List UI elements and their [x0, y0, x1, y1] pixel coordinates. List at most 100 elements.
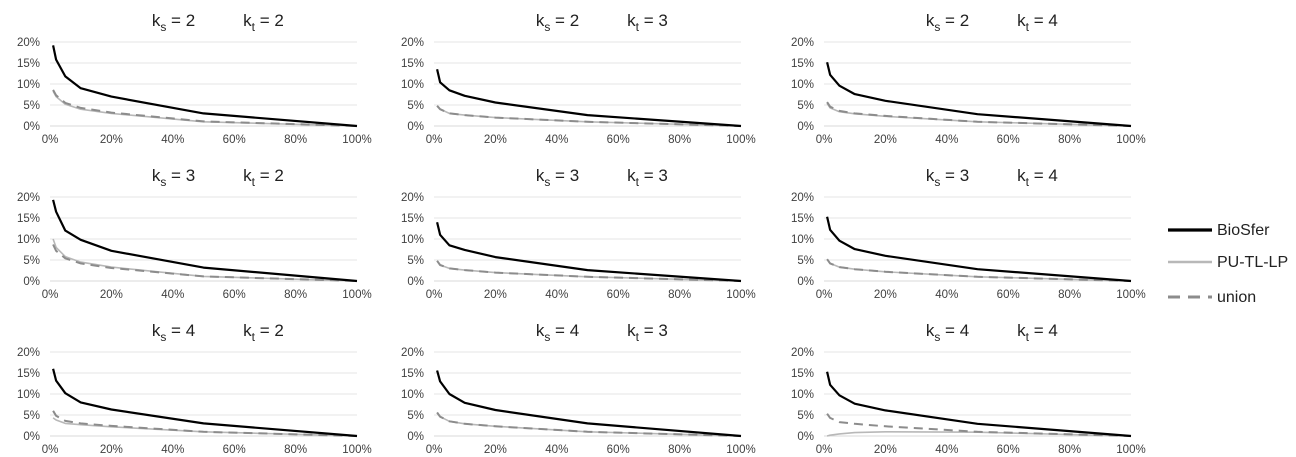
- x-tick-label: 100%: [1116, 444, 1145, 456]
- x-tick-label: 60%: [223, 444, 246, 456]
- y-tick-label: 5%: [23, 410, 40, 422]
- series-line-union: [52, 89, 358, 127]
- x-tick-label: 20%: [100, 134, 123, 146]
- panel-title-kt: kt = 2: [243, 11, 284, 34]
- x-tick-label: 60%: [223, 134, 246, 146]
- series-line-biosfer: [826, 371, 1132, 438]
- panel-title-ks: ks = 2: [152, 11, 195, 34]
- y-tick-label: 20%: [17, 347, 40, 359]
- panel-title-ks: ks = 2: [926, 11, 969, 34]
- series-line-biosfer: [436, 370, 742, 438]
- series-line-biosfer: [826, 61, 1132, 128]
- y-tick-label: 10%: [791, 79, 814, 91]
- y-tick-label: 20%: [791, 37, 814, 49]
- series-line-biosfer: [52, 368, 358, 438]
- x-tick-label: 80%: [1058, 289, 1081, 301]
- x-tick-label: 100%: [342, 134, 371, 146]
- x-tick-label: 60%: [607, 134, 630, 146]
- y-tick-label: 20%: [401, 37, 424, 49]
- x-tick-label: 60%: [607, 289, 630, 301]
- x-tick-label: 80%: [284, 134, 307, 146]
- x-tick-label: 100%: [342, 289, 371, 301]
- panel-1-1: 0% 5% 10% 15% 20% 0% 20% 40% 60% 80% 100% ks = 2 kt …: [17, 11, 372, 146]
- series-line-biosfer: [436, 221, 742, 283]
- x-tick-label: 100%: [1116, 134, 1145, 146]
- x-tick-label: 80%: [1058, 134, 1081, 146]
- x-tick-label: 80%: [284, 289, 307, 301]
- x-tick-label: 0%: [816, 134, 833, 146]
- y-tick-label: 10%: [401, 234, 424, 246]
- panel-3-2: 0% 5% 10% 15% 20% 0% 20% 40% 60% 80% 100% ks = 4 kt …: [401, 321, 756, 456]
- x-tick-label: 0%: [816, 444, 833, 456]
- panel-title-kt: kt = 2: [243, 166, 284, 189]
- x-tick-label: 40%: [935, 444, 958, 456]
- y-tick-label: 20%: [791, 192, 814, 204]
- panel-title-kt: kt = 3: [627, 166, 668, 189]
- legend-label: union: [1217, 289, 1256, 306]
- series-line-biosfer: [826, 216, 1132, 283]
- x-tick-label: 0%: [426, 289, 443, 301]
- x-tick-label: 0%: [426, 444, 443, 456]
- y-tick-label: 20%: [401, 192, 424, 204]
- x-tick-label: 100%: [342, 444, 371, 456]
- y-tick-label: 0%: [797, 431, 814, 443]
- series-line-union: [52, 244, 358, 282]
- x-tick-label: 100%: [726, 134, 755, 146]
- y-tick-label: 15%: [791, 368, 814, 380]
- x-tick-label: 80%: [668, 289, 691, 301]
- x-tick-label: 20%: [484, 289, 507, 301]
- y-tick-label: 10%: [401, 79, 424, 91]
- x-tick-label: 40%: [161, 134, 184, 146]
- panel-title-kt: kt = 2: [243, 321, 284, 344]
- y-tick-label: 15%: [401, 58, 424, 70]
- x-tick-label: 100%: [726, 289, 755, 301]
- y-tick-label: 0%: [797, 121, 814, 133]
- panel-2-1: 0% 5% 10% 15% 20% 0% 20% 40% 60% 80% 100% ks = 3 kt …: [17, 166, 372, 301]
- x-tick-label: 20%: [484, 134, 507, 146]
- x-tick-label: 80%: [668, 134, 691, 146]
- x-tick-label: 40%: [161, 444, 184, 456]
- panel-2-2: 0% 5% 10% 15% 20% 0% 20% 40% 60% 80% 100% ks = 3 kt …: [401, 166, 756, 301]
- y-tick-label: 5%: [797, 255, 814, 267]
- y-tick-label: 15%: [401, 213, 424, 225]
- y-tick-label: 0%: [407, 121, 424, 133]
- y-tick-label: 5%: [23, 100, 40, 112]
- y-tick-label: 15%: [17, 213, 40, 225]
- panel-title-kt: kt = 3: [627, 11, 668, 34]
- y-tick-label: 20%: [791, 347, 814, 359]
- panel-2-3: 0% 5% 10% 15% 20% 0% 20% 40% 60% 80% 100% ks = 3 kt …: [791, 166, 1146, 301]
- x-tick-label: 20%: [874, 289, 897, 301]
- x-tick-label: 100%: [726, 444, 755, 456]
- y-tick-label: 15%: [791, 213, 814, 225]
- x-tick-label: 40%: [935, 289, 958, 301]
- panel-title-kt: kt = 4: [1017, 321, 1058, 344]
- series-line-union: [826, 101, 1132, 127]
- legend: BioSfer PU-TL-LP union: [1168, 222, 1288, 306]
- y-tick-label: 10%: [17, 79, 40, 91]
- panel-title-ks: ks = 3: [536, 166, 579, 189]
- y-tick-label: 0%: [23, 276, 40, 288]
- x-tick-label: 60%: [997, 289, 1020, 301]
- x-tick-label: 100%: [1116, 289, 1145, 301]
- panel-3-3: 0% 5% 10% 15% 20% 0% 20% 40% 60% 80% 100% ks = 4 kt …: [791, 321, 1146, 456]
- y-tick-label: 0%: [23, 121, 40, 133]
- y-tick-label: 15%: [17, 58, 40, 70]
- x-tick-label: 0%: [816, 289, 833, 301]
- y-tick-label: 15%: [401, 368, 424, 380]
- x-tick-label: 80%: [1058, 444, 1081, 456]
- series-line-union: [826, 413, 1132, 437]
- series-line-union: [52, 410, 358, 437]
- series-line-pu-tl-lp: [52, 90, 358, 127]
- panel-title-kt: kt = 4: [1017, 166, 1058, 189]
- panel-title-ks: ks = 2: [536, 11, 579, 34]
- x-tick-label: 60%: [607, 444, 630, 456]
- x-tick-label: 20%: [484, 444, 507, 456]
- y-tick-label: 0%: [407, 431, 424, 443]
- panel-title-ks: ks = 3: [926, 166, 969, 189]
- y-tick-label: 15%: [17, 368, 40, 380]
- series-line-union: [436, 411, 742, 437]
- x-tick-label: 40%: [545, 289, 568, 301]
- y-tick-label: 0%: [797, 276, 814, 288]
- panel-1-3: 0% 5% 10% 15% 20% 0% 20% 40% 60% 80% 100% ks = 2 kt …: [791, 11, 1146, 146]
- x-tick-label: 60%: [223, 289, 246, 301]
